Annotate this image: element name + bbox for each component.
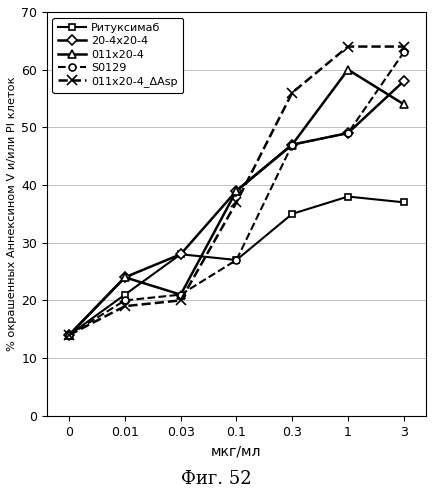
Ритуксимаб bbox=[290, 211, 295, 217]
Line: S0129: S0129 bbox=[66, 49, 407, 339]
011x20-4_ΔAsp bbox=[401, 44, 406, 50]
Line: 20-4x20-4: 20-4x20-4 bbox=[66, 78, 407, 338]
Y-axis label: % окрашенных Аннексином V и/или PI клеток: % окрашенных Аннексином V и/или PI клето… bbox=[7, 76, 17, 351]
20-4x20-4 bbox=[290, 142, 295, 148]
S0129 bbox=[346, 130, 351, 136]
011x20-4_ΔAsp bbox=[346, 44, 351, 50]
011x20-4 bbox=[67, 332, 72, 338]
011x20-4 bbox=[290, 142, 295, 148]
011x20-4_ΔAsp bbox=[234, 200, 239, 205]
S0129 bbox=[290, 142, 295, 148]
S0129 bbox=[401, 50, 406, 56]
Ритуксимаб bbox=[234, 257, 239, 263]
011x20-4 bbox=[346, 66, 351, 72]
Line: Ритуксимаб: Ритуксимаб bbox=[66, 193, 407, 338]
Legend: Ритуксимаб, 20-4x20-4, 011x20-4, S0129, 011x20-4_ΔAsp: Ритуксимаб, 20-4x20-4, 011x20-4, S0129, … bbox=[52, 18, 183, 93]
S0129 bbox=[122, 298, 127, 304]
011x20-4_ΔAsp bbox=[122, 303, 127, 309]
011x20-4_ΔAsp bbox=[178, 298, 183, 304]
20-4x20-4 bbox=[67, 332, 72, 338]
011x20-4 bbox=[178, 292, 183, 298]
011x20-4 bbox=[122, 274, 127, 280]
Line: 011x20-4_ΔAsp: 011x20-4_ΔAsp bbox=[64, 42, 409, 340]
S0129 bbox=[178, 292, 183, 298]
S0129 bbox=[67, 332, 72, 338]
Ритуксимаб bbox=[122, 292, 127, 298]
20-4x20-4 bbox=[346, 130, 351, 136]
Line: 011x20-4: 011x20-4 bbox=[65, 66, 408, 339]
011x20-4 bbox=[234, 188, 239, 194]
011x20-4 bbox=[401, 101, 406, 107]
Ритуксимаб bbox=[178, 251, 183, 257]
Text: Фиг. 52: Фиг. 52 bbox=[181, 470, 252, 488]
011x20-4_ΔAsp bbox=[67, 332, 72, 338]
X-axis label: мкг/мл: мкг/мл bbox=[211, 444, 262, 458]
20-4x20-4 bbox=[178, 251, 183, 257]
Ритуксимаб bbox=[67, 332, 72, 338]
011x20-4_ΔAsp bbox=[290, 90, 295, 96]
Ритуксимаб bbox=[346, 194, 351, 200]
20-4x20-4 bbox=[122, 274, 127, 280]
Ритуксимаб bbox=[401, 200, 406, 205]
20-4x20-4 bbox=[401, 78, 406, 84]
S0129 bbox=[234, 257, 239, 263]
20-4x20-4 bbox=[234, 188, 239, 194]
